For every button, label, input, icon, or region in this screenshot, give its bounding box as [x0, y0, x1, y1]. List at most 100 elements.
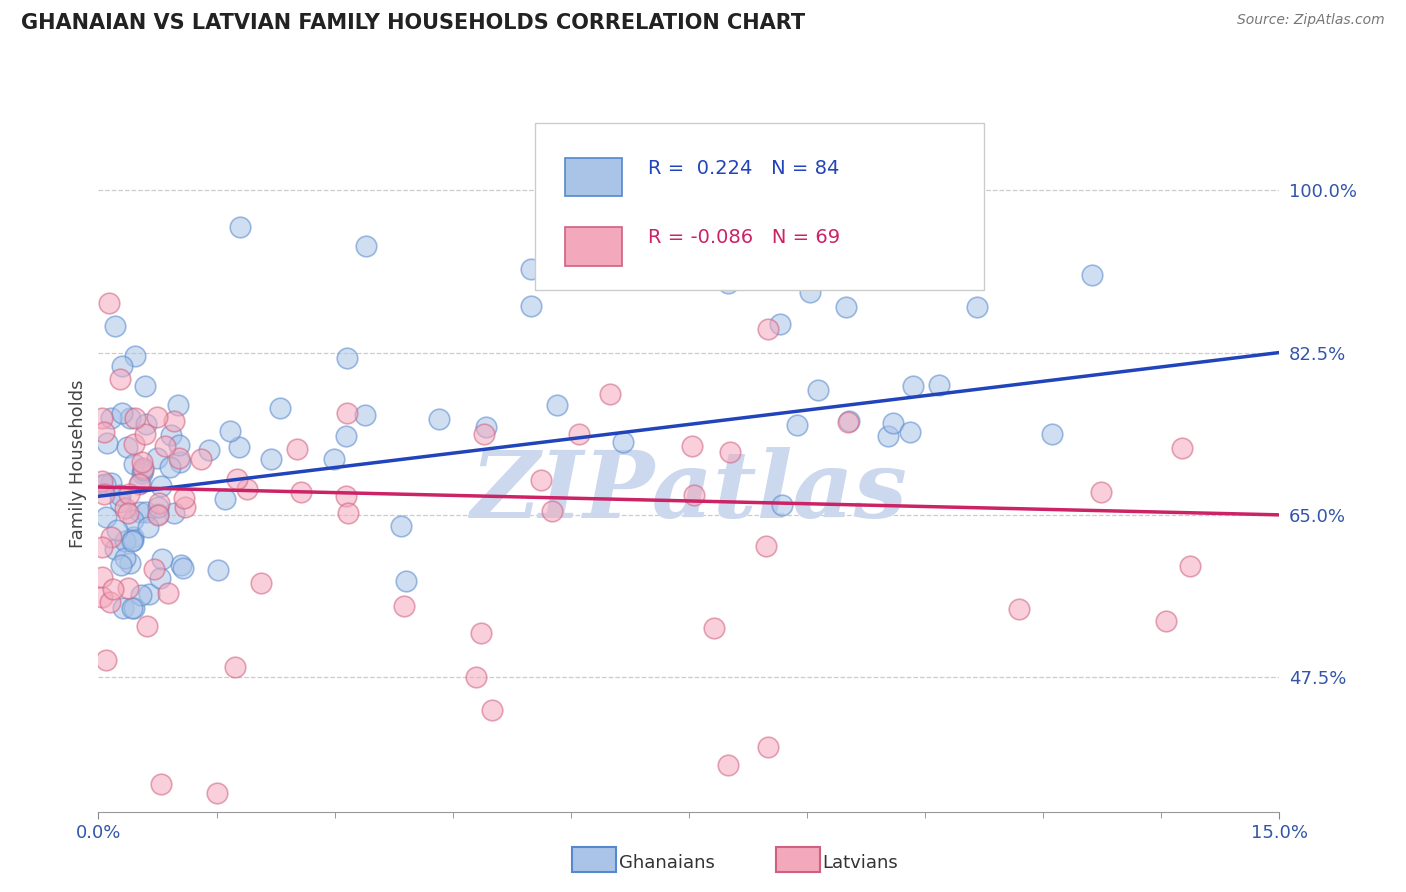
Point [336, 406, 359, 420]
Point [91, 540, 114, 554]
Point [114, 550, 136, 565]
Point [806, 384, 828, 398]
Point [612, 434, 634, 449]
Point [135, 505, 157, 519]
Point [117, 506, 139, 520]
Point [250, 576, 273, 591]
Point [837, 415, 859, 429]
Point [150, 479, 173, 493]
Point [100, 411, 122, 425]
Point [169, 451, 191, 466]
Point [541, 504, 564, 518]
Point [104, 541, 127, 556]
Point [1178, 559, 1201, 574]
Point [167, 398, 190, 412]
Point [717, 758, 740, 772]
Point [135, 619, 157, 633]
Point [122, 600, 145, 615]
Point [98, 295, 121, 310]
Point [336, 506, 359, 520]
FancyBboxPatch shape [536, 123, 984, 290]
Point [290, 484, 312, 499]
Point [229, 220, 252, 235]
Point [111, 406, 134, 420]
Point [162, 507, 184, 521]
Point [146, 409, 169, 424]
Point [770, 498, 793, 512]
Point [173, 491, 195, 505]
Point [129, 588, 152, 602]
Point [91, 478, 114, 492]
Point [323, 452, 346, 467]
Point [520, 262, 543, 277]
Point [100, 530, 122, 544]
Point [117, 581, 139, 595]
Text: GHANAIAN VS LATVIAN FAMILY HOUSEHOLDS CORRELATION CHART: GHANAIAN VS LATVIAN FAMILY HOUSEHOLDS CO… [21, 13, 806, 33]
Point [285, 442, 308, 456]
Text: Latvians: Latvians [823, 854, 898, 871]
Point [93, 425, 115, 440]
Point [169, 455, 191, 469]
Text: Source: ZipAtlas.com: Source: ZipAtlas.com [1237, 13, 1385, 28]
Point [105, 523, 128, 537]
Point [124, 349, 146, 363]
Point [124, 410, 146, 425]
Y-axis label: Family Households: Family Households [69, 380, 87, 548]
Point [135, 417, 157, 431]
Point [136, 520, 159, 534]
Text: R =  0.224   N = 84: R = 0.224 N = 84 [648, 159, 839, 178]
Point [472, 426, 495, 441]
Point [122, 530, 145, 544]
Point [190, 452, 212, 467]
Point [110, 488, 132, 502]
Point [172, 561, 194, 575]
Point [1154, 614, 1177, 628]
Point [122, 513, 145, 527]
Point [756, 739, 779, 754]
Point [150, 777, 173, 791]
Point [146, 508, 169, 523]
Point [235, 483, 257, 497]
Point [465, 670, 488, 684]
Point [1081, 268, 1104, 282]
Point [120, 410, 142, 425]
Point [98, 595, 121, 609]
Point [835, 300, 858, 314]
Text: Ghanaians: Ghanaians [619, 854, 714, 871]
Point [148, 496, 170, 510]
Point [882, 416, 904, 430]
Point [928, 377, 950, 392]
Point [128, 505, 150, 519]
Point [174, 500, 197, 515]
Point [91, 590, 114, 604]
Point [335, 429, 357, 443]
Point [470, 625, 492, 640]
Point [429, 411, 451, 425]
Text: R = -0.086   N = 69: R = -0.086 N = 69 [648, 228, 839, 247]
Text: ZIPatlas: ZIPatlas [471, 447, 907, 537]
Point [121, 600, 143, 615]
Point [111, 600, 134, 615]
Point [100, 475, 122, 490]
Point [153, 439, 176, 453]
Point [129, 476, 152, 491]
Point [703, 621, 725, 635]
Point [157, 586, 180, 600]
Point [475, 420, 498, 434]
Point [110, 558, 132, 572]
Point [599, 387, 621, 401]
Point [94, 653, 117, 667]
Point [1171, 441, 1194, 455]
Point [546, 397, 568, 411]
Point [354, 408, 377, 422]
Point [755, 539, 778, 553]
Point [93, 476, 115, 491]
Point [170, 558, 193, 572]
Point [769, 317, 792, 331]
FancyBboxPatch shape [565, 227, 621, 266]
Point [228, 440, 250, 454]
Point [159, 459, 181, 474]
Point [568, 426, 591, 441]
Point [481, 703, 503, 717]
Point [103, 582, 125, 597]
